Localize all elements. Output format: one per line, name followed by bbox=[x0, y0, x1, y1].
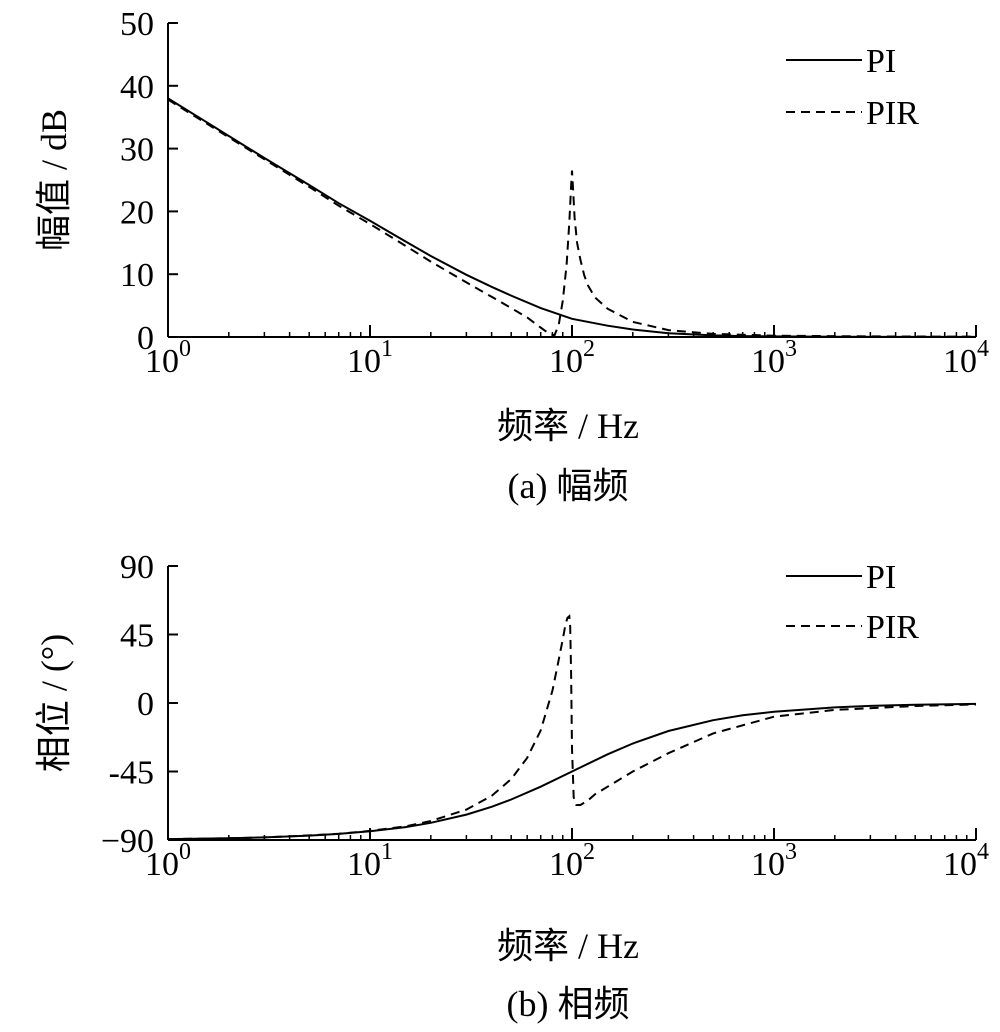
legend-label: PI bbox=[866, 43, 896, 80]
x-tick-label: 100 bbox=[145, 336, 191, 380]
y-tick-label: 0 bbox=[137, 686, 154, 723]
y-tick-label: 10 bbox=[120, 257, 154, 294]
phase-panel: −90 -45 0 45 90 100 101 102 103 104 PI PIR 频率 / Hz 相位… bbox=[34, 549, 989, 1024]
panel-caption: (b) 相频 bbox=[507, 984, 630, 1024]
legend-label: PIR bbox=[866, 95, 919, 132]
y-tick-label: -45 bbox=[109, 755, 154, 792]
y-axis-label: 相位 / (°) bbox=[34, 634, 74, 772]
series-line-pir bbox=[168, 98, 977, 337]
x-axis-label: 频率 / Hz bbox=[497, 406, 639, 446]
x-tick-label: 103 bbox=[751, 839, 797, 883]
legend-label: PIR bbox=[866, 609, 919, 646]
y-tick-label: 0 bbox=[137, 320, 154, 357]
magnitude-panel: 0 10 20 30 40 50 100 101 102 103 104 PI PIR 频率 / Hz 幅值… bbox=[34, 6, 989, 506]
x-tick-label: 100 bbox=[145, 839, 191, 883]
x-tick-label: 102 bbox=[549, 336, 595, 380]
x-tick-label: 101 bbox=[347, 336, 393, 380]
x-tick-label: 104 bbox=[943, 839, 989, 883]
x-tick-label: 104 bbox=[943, 336, 989, 380]
y-tick-label: −90 bbox=[101, 823, 154, 860]
x-tick-label: 102 bbox=[549, 839, 595, 883]
y-axis-label: 幅值 / dB bbox=[34, 109, 74, 251]
series-line-pir bbox=[168, 614, 977, 840]
x-axis-label: 频率 / Hz bbox=[497, 926, 639, 966]
y-tick-label: 90 bbox=[120, 549, 154, 586]
x-tick-label: 103 bbox=[751, 336, 797, 380]
series-line-pi bbox=[168, 702, 977, 840]
x-tick-label: 101 bbox=[347, 839, 393, 883]
y-tick-label: 20 bbox=[120, 194, 154, 231]
y-tick-label: 40 bbox=[120, 69, 154, 106]
y-tick-label: 50 bbox=[120, 6, 154, 43]
legend-label: PI bbox=[866, 559, 896, 596]
panel-caption: (a) 幅频 bbox=[508, 466, 629, 506]
y-tick-label: 30 bbox=[120, 132, 154, 169]
series-line-pi bbox=[168, 97, 976, 337]
y-tick-label: 45 bbox=[120, 618, 154, 655]
